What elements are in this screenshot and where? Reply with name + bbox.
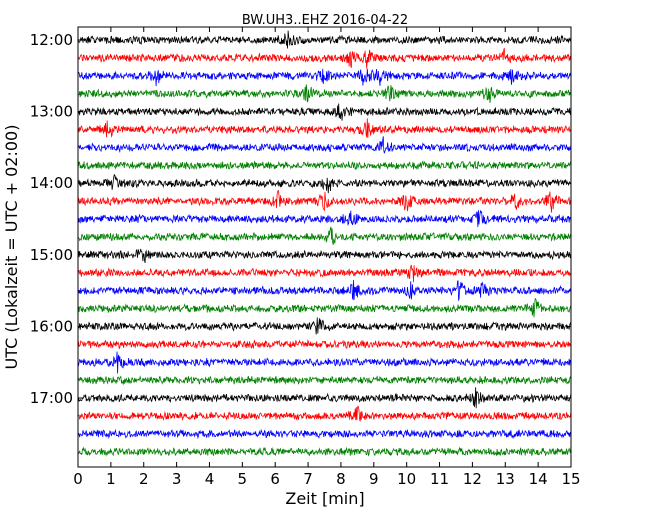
trace-1215 xyxy=(77,47,572,69)
y-tick-label: 16:00 xyxy=(30,317,73,335)
trace-1200 xyxy=(77,30,572,49)
plot-frame xyxy=(77,26,572,468)
chart-title: BW.UH3..EHZ 2016-04-22 xyxy=(242,13,408,28)
trace-1600 xyxy=(77,317,572,335)
x-axis: 0 1 2 3 4 5 6 7 8 9 10 11 12 13 14 15 xyxy=(73,27,581,488)
y-tick-label: 15:00 xyxy=(30,246,73,264)
trace-group xyxy=(77,30,572,457)
x-tick-label: 10 xyxy=(397,470,416,488)
trace-1715 xyxy=(77,405,572,422)
x-tick-label: 12 xyxy=(463,470,482,488)
y-tick-label: 13:00 xyxy=(30,103,73,121)
x-tick-label: 13 xyxy=(496,470,515,488)
trace-1545 xyxy=(77,297,572,318)
x-tick-label: 1 xyxy=(106,470,116,488)
x-tick-label: 4 xyxy=(205,470,215,488)
x-tick-label: 11 xyxy=(430,470,449,488)
trace-1245 xyxy=(77,84,572,103)
trace-1745 xyxy=(77,446,572,457)
trace-1430 xyxy=(77,210,572,228)
trace-1730 xyxy=(77,428,572,440)
trace-1530 xyxy=(77,280,572,301)
trace-1515 xyxy=(77,264,572,283)
x-tick-label: 0 xyxy=(73,470,83,488)
x-tick-label: 14 xyxy=(529,470,548,488)
trace-1615 xyxy=(77,339,572,350)
x-tick-label: 3 xyxy=(172,470,182,488)
x-tick-label: 7 xyxy=(303,470,313,488)
trace-1445 xyxy=(77,226,572,245)
trace-1415 xyxy=(77,190,572,213)
y-tick-label: 14:00 xyxy=(30,174,73,192)
x-tick-label: 15 xyxy=(561,470,580,488)
trace-1345 xyxy=(77,160,572,171)
x-axis-label: Zeit [min] xyxy=(285,489,364,508)
x-tick-label: 2 xyxy=(139,470,149,488)
x-tick-label: 9 xyxy=(369,470,379,488)
trace-1645 xyxy=(77,375,572,386)
trace-1330 xyxy=(77,136,572,154)
trace-1230 xyxy=(77,68,572,87)
trace-1315 xyxy=(77,118,572,138)
y-tick-label: 12:00 xyxy=(30,31,73,49)
y-axis: 12:00 13:00 14:00 15:00 16:00 17:00 xyxy=(30,31,571,407)
trace-1630 xyxy=(77,351,572,374)
trace-1500 xyxy=(77,248,572,264)
x-tick-label: 5 xyxy=(238,470,248,488)
y-axis-label: UTC (Lokalzeit = UTC + 02:00) xyxy=(2,125,21,370)
trace-1400 xyxy=(77,173,572,194)
trace-1700 xyxy=(77,387,572,409)
trace-1300 xyxy=(77,103,572,121)
y-tick-label: 17:00 xyxy=(30,389,73,407)
x-tick-label: 6 xyxy=(270,470,280,488)
x-tick-label: 8 xyxy=(336,470,346,488)
